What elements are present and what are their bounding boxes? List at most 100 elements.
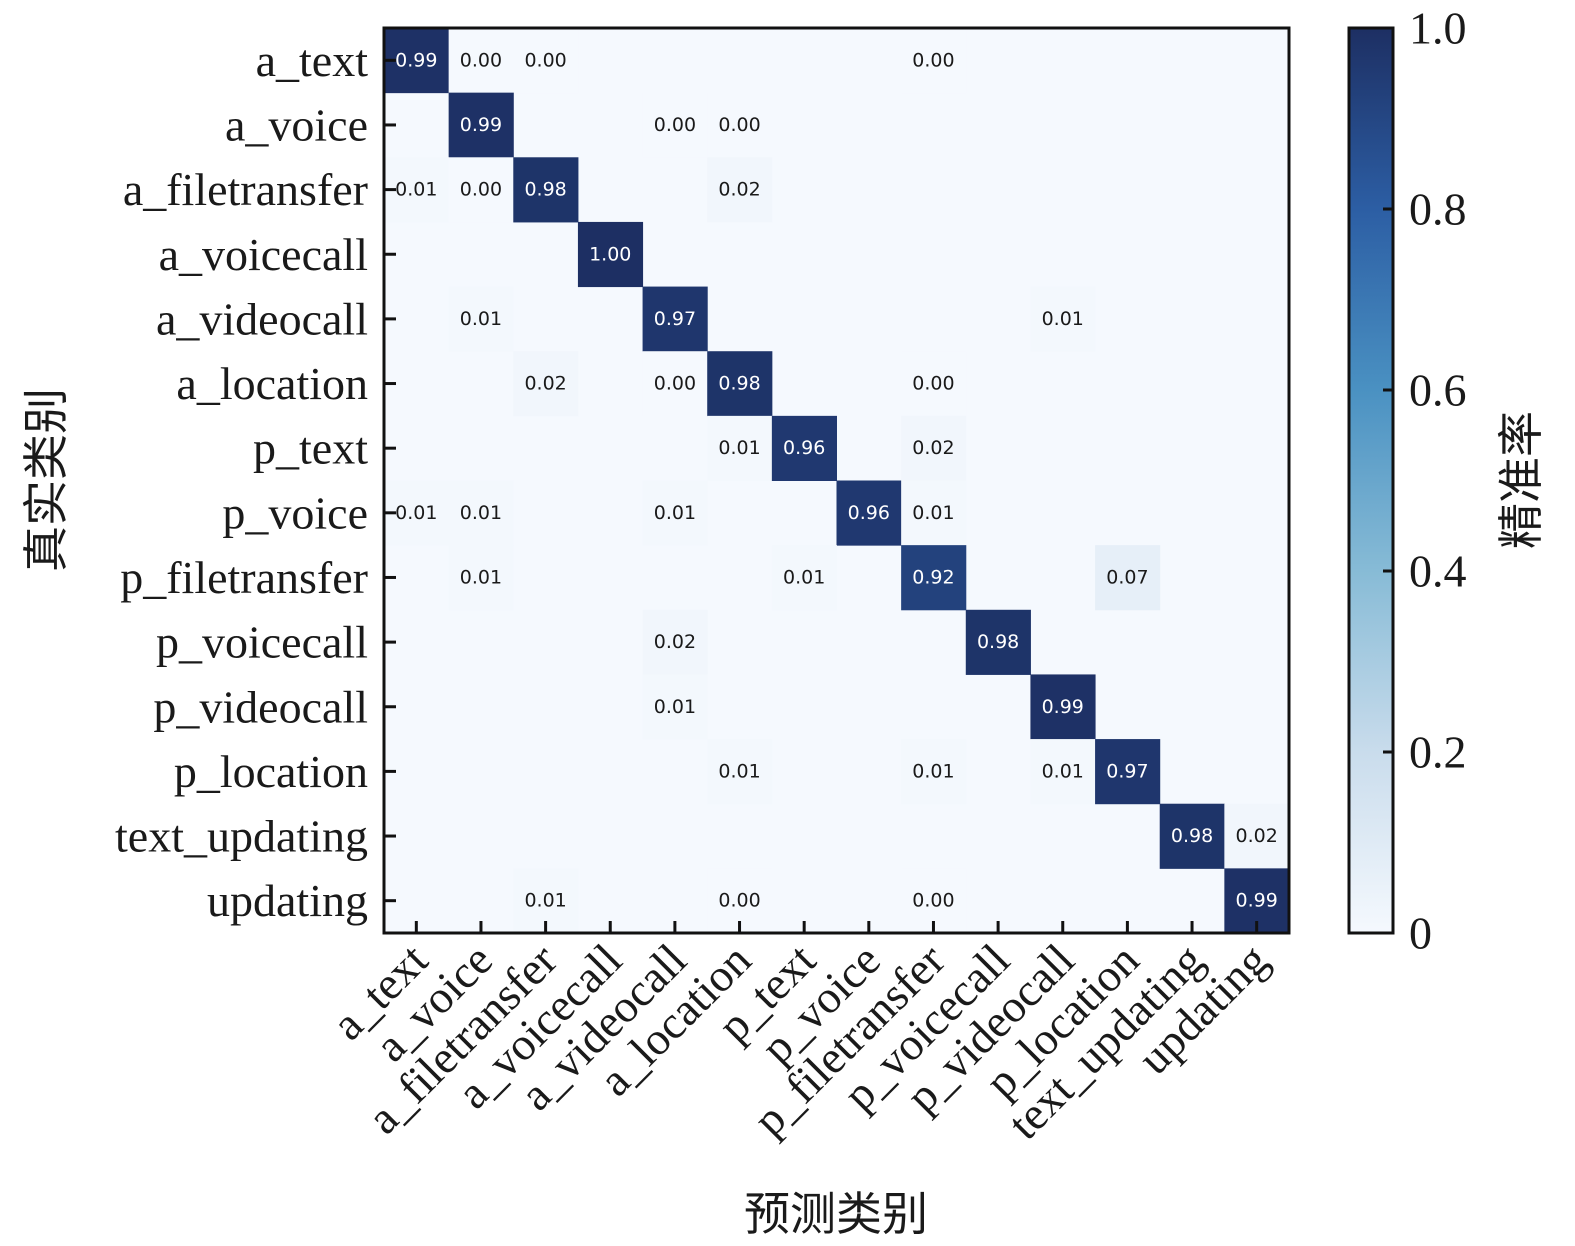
cell-value-label: 0.00 bbox=[524, 49, 566, 71]
cell-value-label: 0.01 bbox=[1042, 760, 1084, 782]
cell-value-label: 0.00 bbox=[912, 373, 954, 395]
heatmap-cell-labels: 0.99 0.00 0.00 0.00 0.99 0.00 0.00 0.01 0.00 0.98… bbox=[395, 49, 1278, 911]
heatmap-cell bbox=[513, 157, 579, 223]
cell-value-label: 0.99 bbox=[1042, 696, 1084, 718]
cell-value-label: 0.00 bbox=[718, 114, 760, 136]
cell-value-label: 0.02 bbox=[1236, 825, 1278, 847]
heatmap-cell bbox=[448, 28, 514, 94]
heatmap-cell bbox=[642, 351, 708, 417]
heatmap-cell bbox=[901, 415, 967, 481]
cell-value-label: 0.01 bbox=[524, 890, 566, 912]
cell-value-label: 0.96 bbox=[848, 502, 890, 524]
heatmap-cell bbox=[901, 351, 967, 417]
cell-value-label: 0.07 bbox=[1106, 566, 1148, 588]
cell-value-label: 0.97 bbox=[1106, 760, 1148, 782]
cell-value-label: 0.96 bbox=[783, 437, 825, 459]
heatmap-cell bbox=[448, 480, 514, 546]
y-tick-label: p_filetransfer bbox=[120, 552, 368, 603]
x-axis-title: 预测类别 bbox=[744, 1187, 928, 1241]
heatmap-cell bbox=[707, 92, 773, 158]
colorbar-ticks: 0 0.2 0.4 0.6 0.8 1.0 bbox=[1383, 3, 1467, 959]
colorbar-tick-label: 0.2 bbox=[1409, 727, 1467, 778]
cell-value-label: 0.00 bbox=[460, 49, 502, 71]
heatmap-cell bbox=[448, 545, 514, 611]
heatmap-cell bbox=[707, 351, 773, 417]
heatmap-cell bbox=[1030, 286, 1096, 352]
cell-value-label: 0.99 bbox=[460, 114, 502, 136]
heatmap-cell bbox=[707, 157, 773, 223]
heatmap-cell bbox=[901, 545, 967, 611]
cell-value-label: 0.01 bbox=[783, 566, 825, 588]
y-tick-label: p_videocall bbox=[153, 681, 368, 732]
cell-value-label: 0.99 bbox=[395, 49, 437, 71]
heatmap-cell bbox=[642, 92, 708, 158]
heatmap-cell bbox=[448, 286, 514, 352]
cell-value-label: 0.00 bbox=[718, 890, 760, 912]
colorbar-tick-label: 0.4 bbox=[1409, 546, 1467, 597]
heatmap-cells bbox=[384, 28, 1290, 934]
cell-value-label: 0.01 bbox=[460, 502, 502, 524]
cell-value-label: 0.01 bbox=[395, 502, 437, 524]
y-tick-label: a_voice bbox=[225, 99, 368, 150]
y-tick-label: a_location bbox=[176, 358, 368, 409]
y-tick-label: a_voicecall bbox=[159, 229, 368, 280]
y-tick-label: a_text bbox=[256, 35, 369, 86]
heatmap-cell bbox=[1030, 739, 1096, 805]
colorbar-tick-label: 0.8 bbox=[1409, 184, 1467, 235]
cell-value-label: 0.01 bbox=[460, 566, 502, 588]
cell-value-label: 0.99 bbox=[1236, 890, 1278, 912]
y-tick-label: updating bbox=[207, 875, 368, 926]
cell-value-label: 0.01 bbox=[1042, 308, 1084, 330]
cell-value-label: 0.97 bbox=[654, 308, 696, 330]
heatmap-cell bbox=[1159, 803, 1225, 869]
heatmap-cell bbox=[642, 286, 708, 352]
colorbar-title: 精准率 bbox=[1494, 411, 1548, 549]
y-tick-label: p_voicecall bbox=[156, 617, 368, 668]
colorbar-tick-label: 0.6 bbox=[1409, 365, 1467, 416]
y-tick-label: p_location bbox=[174, 746, 368, 797]
y-tick-label: text_updating bbox=[115, 811, 368, 862]
y-axis-title: 真实类别 bbox=[19, 388, 73, 572]
cell-value-label: 0.92 bbox=[912, 566, 954, 588]
cell-value-label: 0.01 bbox=[912, 502, 954, 524]
heatmap-cell bbox=[965, 609, 1031, 675]
heatmap-cell bbox=[707, 415, 773, 481]
heatmap-cell bbox=[901, 480, 967, 546]
heatmap-cell bbox=[513, 351, 579, 417]
cell-value-label: 0.02 bbox=[654, 631, 696, 653]
heatmap-cell bbox=[448, 92, 514, 158]
cell-value-label: 0.98 bbox=[718, 373, 760, 395]
cell-value-label: 0.02 bbox=[718, 179, 760, 201]
heatmap-cell bbox=[577, 221, 644, 288]
cell-value-label: 0.98 bbox=[524, 179, 566, 201]
heatmap-cell bbox=[1224, 803, 1290, 869]
cell-value-label: 0.98 bbox=[1171, 825, 1213, 847]
heatmap-cell bbox=[1030, 674, 1096, 740]
cell-value-label: 0.02 bbox=[524, 373, 566, 395]
cell-value-label: 0.00 bbox=[654, 373, 696, 395]
cell-value-label: 0.01 bbox=[395, 179, 437, 201]
heatmap-cell bbox=[448, 157, 514, 223]
y-tick-label: p_voice bbox=[222, 487, 368, 538]
heatmap-cell bbox=[642, 480, 708, 546]
y-tick-label: a_filetransfer bbox=[123, 164, 368, 215]
cell-value-label: 0.01 bbox=[654, 696, 696, 718]
cell-value-label: 1.00 bbox=[589, 243, 631, 265]
cell-value-label: 0.01 bbox=[654, 502, 696, 524]
cell-value-label: 0.00 bbox=[460, 179, 502, 201]
plot-frame bbox=[382, 26, 1291, 935]
heatmap-cell bbox=[642, 674, 708, 740]
colorbar-tick-label: 1.0 bbox=[1409, 3, 1467, 54]
cell-value-label: 0.01 bbox=[718, 437, 760, 459]
heatmap-cell bbox=[901, 28, 967, 94]
y-tick-label: a_videocall bbox=[156, 293, 368, 344]
cell-value-label: 0.00 bbox=[654, 114, 696, 136]
cell-value-label: 0.98 bbox=[977, 631, 1019, 653]
heatmap-cell bbox=[771, 545, 837, 611]
heatmap-cell bbox=[901, 739, 967, 805]
cell-value-label: 0.01 bbox=[460, 308, 502, 330]
heatmap-cell bbox=[642, 609, 708, 675]
y-tick-label: p_text bbox=[253, 423, 368, 474]
x-axis-ticks: a_texta_voicea_filetransfera_voicecalla_… bbox=[322, 921, 1278, 1149]
